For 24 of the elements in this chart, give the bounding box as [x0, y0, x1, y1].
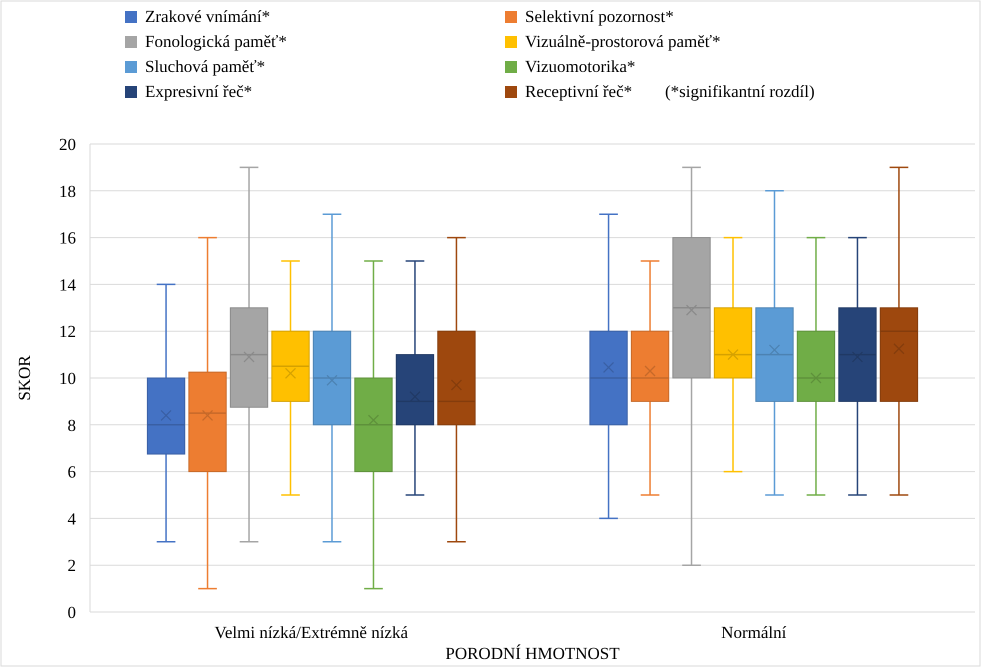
x-tick-label: Normální — [721, 623, 787, 642]
y-axis-title: SKOR — [15, 354, 34, 401]
y-tick-label: 16 — [59, 228, 76, 248]
x-tick-label: Velmi nízká/Extrémně nízká — [214, 623, 408, 642]
y-tick-label: 14 — [59, 275, 76, 294]
y-tick-label: 0 — [68, 602, 76, 622]
y-tick-label: 2 — [68, 556, 76, 576]
legend-label: Vizuomotorika* — [525, 57, 636, 76]
x-axis-title: PORODNÍ HMOTNOST — [445, 644, 620, 663]
y-tick-label: 6 — [68, 462, 76, 482]
y-tick-label: 4 — [68, 509, 76, 528]
legend-label: Sluchová paměť* — [145, 57, 266, 76]
y-tick-label: 20 — [59, 134, 76, 154]
legend-label: Expresivní řeč* — [145, 82, 252, 101]
y-tick-label: 12 — [59, 322, 76, 342]
legend-label: Selektivní pozornost* — [525, 7, 674, 26]
y-tick-label: 18 — [59, 182, 76, 201]
y-tick-label: 8 — [68, 416, 76, 435]
text: (*signifikantní rozdíl) — [665, 82, 815, 101]
legend-label: Fonologická paměť* — [145, 32, 287, 51]
legend-label: Receptivní řeč* — [525, 82, 632, 101]
y-tick-label: 10 — [59, 368, 76, 388]
legend-label: Zrakové vnímání* — [145, 7, 270, 26]
legend-label: Vizuálně-prostorová paměť* — [525, 32, 721, 51]
